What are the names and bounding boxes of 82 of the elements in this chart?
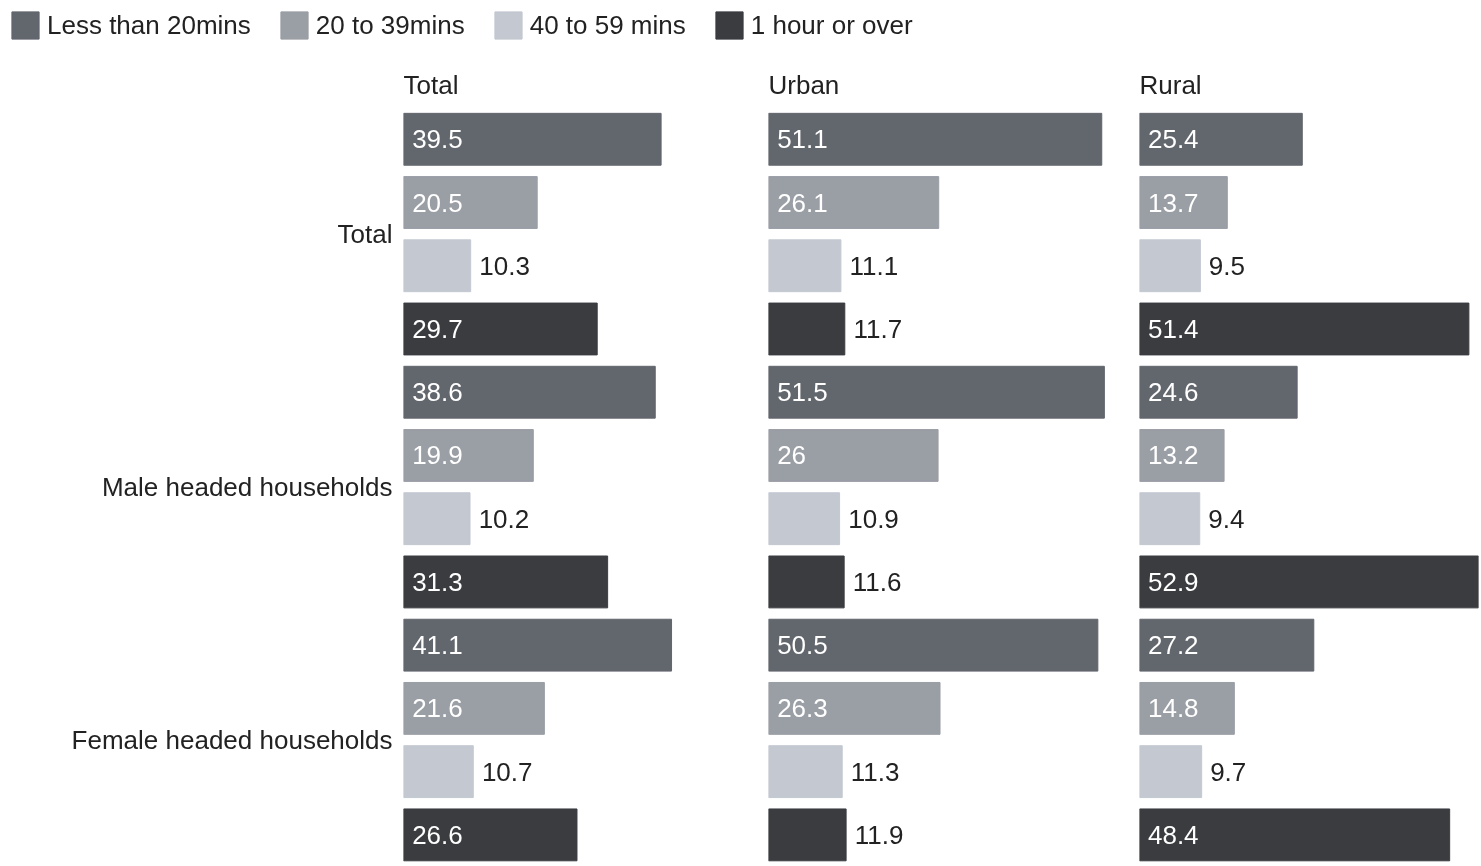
legend-label: 20 to 39mins: [315, 9, 465, 41]
data-label: 31.3: [412, 566, 463, 597]
bar: [403, 808, 578, 862]
bar: [403, 681, 545, 735]
bar: [403, 239, 472, 293]
bar: [1139, 808, 1451, 862]
data-label: 51.5: [777, 377, 828, 408]
bar: [768, 745, 843, 799]
chart-title: Rural: [1139, 69, 1202, 100]
data-label: 39.5: [412, 124, 463, 155]
data-label: 13.7: [1147, 187, 1199, 218]
data-label: 26.3: [777, 693, 828, 724]
chart-title: Total: [403, 69, 459, 100]
data-label: 25.4: [1147, 124, 1199, 155]
bar: [403, 618, 673, 672]
data-label: 41.1: [412, 630, 463, 661]
data-label: 51.1: [777, 124, 828, 155]
data-label: 10.7: [481, 756, 533, 787]
data-label: 19.9: [412, 440, 463, 471]
bar: [1139, 365, 1298, 419]
data-label: 9.7: [1210, 756, 1247, 787]
bar: [768, 176, 940, 229]
bar: [768, 429, 939, 482]
bar: [403, 492, 471, 546]
data-label: 11.6: [852, 566, 902, 597]
bar: [1139, 618, 1315, 672]
data-label: 10.9: [848, 503, 899, 534]
legend-label: 1 hour or over: [750, 9, 913, 41]
bar: [403, 302, 598, 356]
data-label: 14.8: [1147, 693, 1199, 724]
data-label: 24.6: [1147, 377, 1199, 408]
data-label: 29.7: [412, 313, 463, 344]
data-label: 26.1: [777, 187, 828, 218]
data-label: 26.6: [412, 819, 463, 850]
y-tick-label: Male headed households: [101, 472, 393, 503]
data-label: 11.9: [854, 819, 904, 850]
bar: [403, 176, 538, 229]
bar: [403, 745, 474, 799]
bar: [1139, 176, 1228, 229]
data-label: 27.2: [1147, 630, 1199, 661]
bar: [403, 429, 534, 482]
data-label: 9.5: [1208, 250, 1246, 281]
bar: [768, 492, 841, 546]
data-label: 13.2: [1147, 440, 1199, 471]
data-label: 11.7: [853, 313, 903, 344]
bar: [403, 112, 662, 166]
data-label: 52.9: [1147, 566, 1199, 597]
bar: [1139, 112, 1303, 166]
bar: [768, 555, 845, 609]
bar: [768, 365, 1105, 419]
bar: [1139, 239, 1201, 293]
data-label: 50.5: [777, 630, 828, 661]
bar: [403, 555, 609, 609]
bar: [768, 302, 846, 356]
data-label: 51.4: [1147, 313, 1199, 344]
data-label: 26: [777, 440, 807, 471]
data-label: 21.6: [412, 693, 463, 724]
data-label: 11.1: [849, 250, 899, 281]
chart-title: Urban: [768, 69, 840, 100]
data-label: 10.3: [479, 250, 530, 281]
bar: [768, 618, 1099, 672]
bar: [1139, 681, 1235, 735]
data-label: 9.4: [1208, 503, 1245, 534]
bar: [1139, 745, 1203, 799]
bar: [768, 112, 1103, 166]
data-label: 38.6: [412, 377, 463, 408]
data-label: 11.3: [850, 756, 900, 787]
bar: [1139, 302, 1470, 356]
y-tick-label: Total: [337, 219, 393, 250]
bar: [1139, 555, 1479, 609]
bar: [1139, 492, 1201, 546]
legend-label: 40 to 59 mins: [529, 9, 686, 41]
data-label: 20.5: [412, 187, 463, 218]
data-label: 10.2: [478, 503, 530, 534]
bar: [768, 808, 847, 862]
bar: [1139, 429, 1225, 482]
bar: [768, 681, 941, 735]
legend-label: Less than 20mins: [47, 9, 251, 41]
bar: [768, 239, 842, 293]
data-label: 48.4: [1147, 819, 1199, 850]
y-tick-label: Female headed households: [71, 725, 393, 756]
bar: [403, 365, 656, 419]
